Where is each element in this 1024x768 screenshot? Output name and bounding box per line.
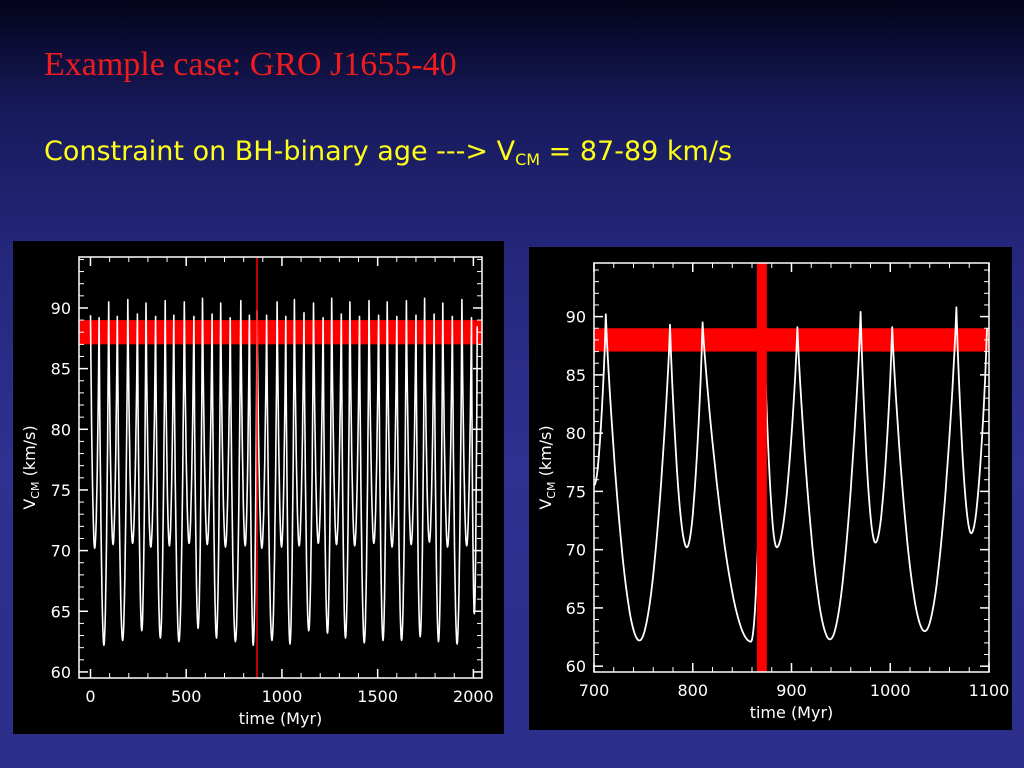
y-tick-label: 65 xyxy=(51,602,71,621)
y-axis-label-main: V xyxy=(536,499,555,510)
plot-frame xyxy=(593,262,990,673)
y-axis-label-units: (km/s) xyxy=(536,425,555,481)
y-tick-label: 75 xyxy=(566,482,586,501)
x-tick-label: 1100 xyxy=(969,681,1010,700)
x-tick-label: 500 xyxy=(171,687,202,706)
y-tick-label: 60 xyxy=(566,657,586,676)
vcm-vs-time-chart-full: 0 500 1000 1500 2000 60 65 70 75 80 85 90 time (Myr)… xyxy=(20,256,494,728)
y-tick-label: 80 xyxy=(566,424,586,443)
subtitle-tail: = 87-89 km/s xyxy=(540,136,733,167)
plot-frame xyxy=(78,256,483,679)
x-axis-label: time (Myr) xyxy=(750,703,834,722)
y-tick-label: 60 xyxy=(51,663,71,682)
y-axis-label-units: (km/s) xyxy=(20,425,39,481)
y-axis-label: VCM (km/s) xyxy=(536,425,558,509)
subtitle-main: Constraint on BH-binary age ---> V xyxy=(44,136,516,167)
vcm-vs-time-chart-zoom: 700 800 900 1000 1100 60 65 70 75 80 85 90 time (Myr… xyxy=(536,262,1010,722)
x-tick-label: 0 xyxy=(85,687,95,706)
y-tick-label: 70 xyxy=(566,541,586,560)
subtitle-subscript: CM xyxy=(515,150,541,169)
constraint-band xyxy=(594,328,989,352)
x-axis-label: time (Myr) xyxy=(239,709,323,728)
vcm-curve xyxy=(594,306,988,643)
x-tick-label: 1500 xyxy=(357,687,398,706)
x-tick-label: 2000 xyxy=(453,687,494,706)
y-tick-label: 85 xyxy=(566,366,586,385)
x-tick-label: 800 xyxy=(677,681,708,700)
x-tick-label: 700 xyxy=(579,681,610,700)
slide-subtitle: Constraint on BH-binary age ---> VCM = 8… xyxy=(44,136,732,169)
y-axis-label: VCM (km/s) xyxy=(20,425,42,509)
vcm-curve xyxy=(89,297,479,647)
x-tick-label: 1000 xyxy=(870,681,911,700)
y-tick-label: 65 xyxy=(566,599,586,618)
x-tick-label: 900 xyxy=(776,681,807,700)
x-tick-label: 1000 xyxy=(262,687,303,706)
age-marker-line xyxy=(756,263,767,672)
age-marker-line xyxy=(256,257,258,678)
chart-panel-zoom: 700 800 900 1000 1100 60 65 70 75 80 85 90 time (Myr… xyxy=(529,247,1012,730)
chart-panel-full-range: 0 500 1000 1500 2000 60 65 70 75 80 85 90 time (Myr)… xyxy=(13,241,504,734)
y-tick-label: 90 xyxy=(51,299,71,318)
y-axis-label-sub: CM xyxy=(29,482,42,499)
y-axis-label-sub: CM xyxy=(545,482,558,499)
y-axis-label-main: V xyxy=(20,499,39,510)
y-tick-label: 75 xyxy=(51,481,71,500)
constraint-band xyxy=(79,320,482,345)
y-tick-label: 70 xyxy=(51,542,71,561)
plot-area xyxy=(79,257,482,678)
y-tick-label: 80 xyxy=(51,420,71,439)
y-tick-label: 85 xyxy=(51,360,71,379)
y-tick-label: 90 xyxy=(566,308,586,327)
slide-title: Example case: GRO J1655-40 xyxy=(44,46,457,83)
plot-area xyxy=(594,263,989,672)
